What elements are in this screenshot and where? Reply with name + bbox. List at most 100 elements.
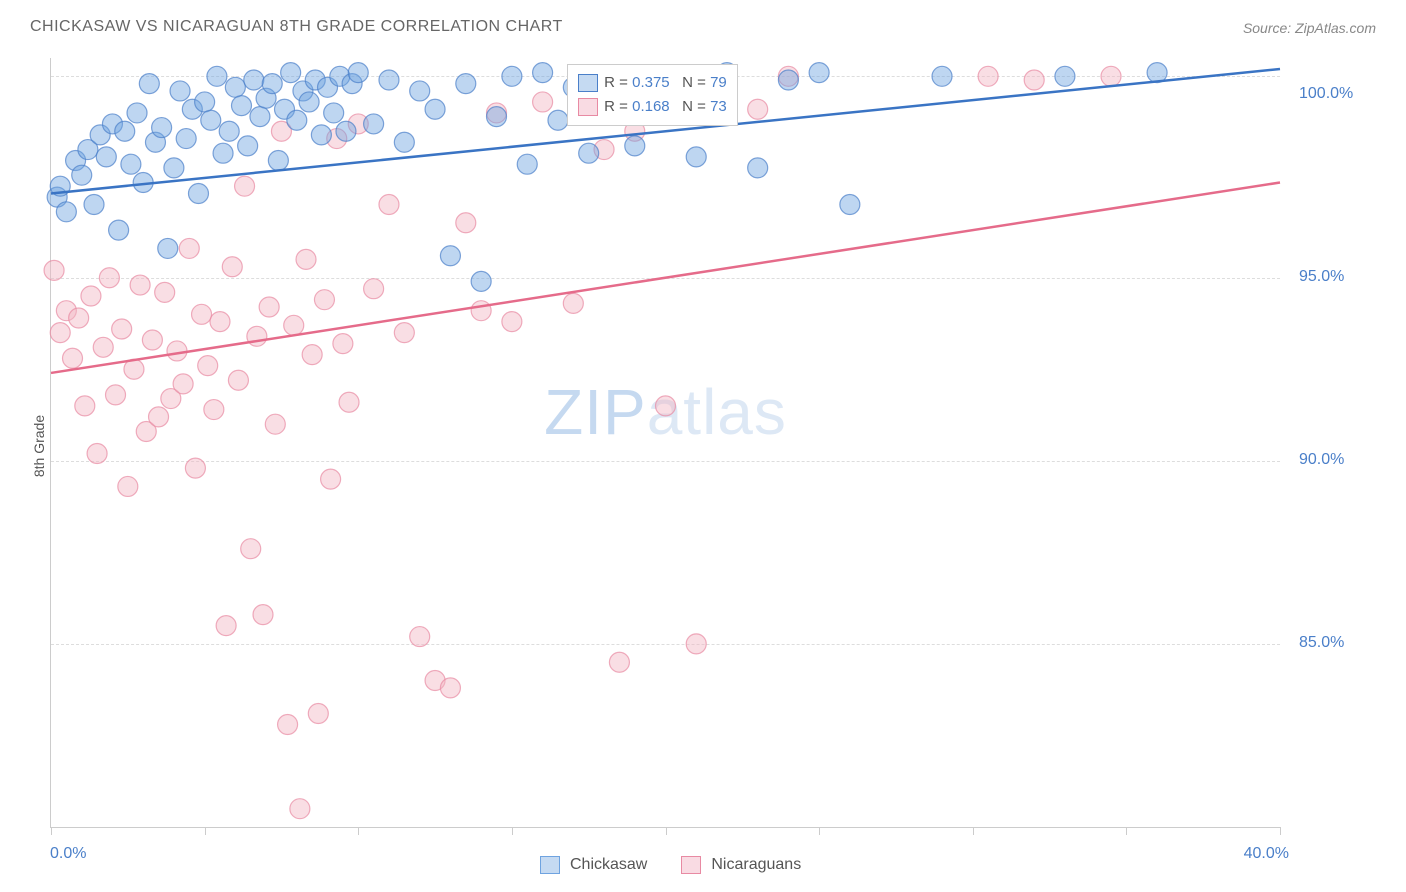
plot-area: ZIPatlas R = 0.375 N = 79 R = 0.168 N = … xyxy=(50,58,1280,828)
scatter-point xyxy=(440,678,460,698)
scatter-point xyxy=(115,121,135,141)
scatter-point xyxy=(471,271,491,291)
scatter-point xyxy=(207,66,227,86)
legend-label: Chickasaw xyxy=(570,856,647,874)
scatter-point xyxy=(778,70,798,90)
stats-row: R = 0.168 N = 73 xyxy=(578,95,727,119)
scatter-point xyxy=(563,293,583,313)
scatter-point xyxy=(109,220,129,240)
stats-text: R = 0.168 N = 73 xyxy=(604,95,727,119)
scatter-point xyxy=(84,194,104,214)
scatter-point xyxy=(348,63,368,83)
scatter-point xyxy=(932,66,952,86)
scatter-point xyxy=(56,202,76,222)
scatter-point xyxy=(250,107,270,127)
scatter-point xyxy=(625,136,645,156)
scatter-point xyxy=(192,304,212,324)
scatter-point xyxy=(69,308,89,328)
scatter-point xyxy=(379,70,399,90)
stats-row: R = 0.375 N = 79 xyxy=(578,71,727,95)
x-tick xyxy=(358,827,359,835)
scatter-point xyxy=(50,323,70,343)
scatter-point xyxy=(118,476,138,496)
scatter-point xyxy=(324,103,344,123)
scatter-point xyxy=(394,323,414,343)
scatter-point xyxy=(440,246,460,266)
scatter-point xyxy=(686,147,706,167)
scatter-point xyxy=(268,151,288,171)
y-axis-label: 95.0% xyxy=(1299,268,1344,286)
scatter-point xyxy=(686,634,706,654)
scatter-point xyxy=(99,268,119,288)
scatter-point xyxy=(222,257,242,277)
scatter-point xyxy=(333,334,353,354)
stats-text: R = 0.375 N = 79 xyxy=(604,71,727,95)
scatter-point xyxy=(63,348,83,368)
scatter-point xyxy=(231,96,251,116)
scatter-point xyxy=(502,312,522,332)
scatter-point xyxy=(502,66,522,86)
scatter-point xyxy=(112,319,132,339)
scatter-point xyxy=(284,315,304,335)
scatter-point xyxy=(204,400,224,420)
correlation-stats-box: R = 0.375 N = 79 R = 0.168 N = 73 xyxy=(567,64,738,126)
scatter-point xyxy=(311,125,331,145)
scatter-point xyxy=(364,114,384,134)
scatter-point xyxy=(364,279,384,299)
scatter-point xyxy=(81,286,101,306)
scatter-point xyxy=(164,158,184,178)
scatter-point xyxy=(339,392,359,412)
scatter-plot-svg xyxy=(51,58,1280,827)
scatter-point xyxy=(394,132,414,152)
scatter-point xyxy=(471,301,491,321)
scatter-point xyxy=(106,385,126,405)
scatter-point xyxy=(179,238,199,258)
scatter-point xyxy=(299,92,319,112)
scatter-point xyxy=(87,443,107,463)
scatter-point xyxy=(149,407,169,427)
scatter-point xyxy=(142,330,162,350)
x-tick xyxy=(51,827,52,835)
scatter-point xyxy=(809,63,829,83)
scatter-point xyxy=(155,282,175,302)
scatter-point xyxy=(241,539,261,559)
scatter-point xyxy=(314,290,334,310)
scatter-point xyxy=(201,110,221,130)
scatter-point xyxy=(548,110,568,130)
scatter-point xyxy=(238,136,258,156)
y-axis-title: 8th Grade xyxy=(31,415,47,477)
scatter-point xyxy=(748,158,768,178)
x-tick xyxy=(819,827,820,835)
scatter-point xyxy=(127,103,147,123)
scatter-point xyxy=(228,370,248,390)
scatter-point xyxy=(210,312,230,332)
scatter-point xyxy=(1055,66,1075,86)
trend-line xyxy=(51,183,1280,373)
scatter-point xyxy=(278,714,298,734)
scatter-point xyxy=(213,143,233,163)
scatter-point xyxy=(170,81,190,101)
chart-title: CHICKASAW VS NICARAGUAN 8TH GRADE CORREL… xyxy=(30,18,563,36)
scatter-point xyxy=(262,74,282,94)
scatter-point xyxy=(195,92,215,112)
scatter-point xyxy=(96,147,116,167)
scatter-point xyxy=(840,194,860,214)
scatter-point xyxy=(167,341,187,361)
scatter-point xyxy=(579,143,599,163)
scatter-point xyxy=(533,63,553,83)
scatter-point xyxy=(176,129,196,149)
x-tick xyxy=(1126,827,1127,835)
scatter-point xyxy=(259,297,279,317)
scatter-point xyxy=(265,414,285,434)
x-tick xyxy=(512,827,513,835)
scatter-point xyxy=(44,260,64,280)
scatter-point xyxy=(487,107,507,127)
scatter-point xyxy=(253,605,273,625)
scatter-point xyxy=(139,74,159,94)
scatter-point xyxy=(290,799,310,819)
scatter-point xyxy=(748,99,768,119)
scatter-point xyxy=(296,249,316,269)
scatter-point xyxy=(302,345,322,365)
scatter-point xyxy=(235,176,255,196)
scatter-point xyxy=(173,374,193,394)
